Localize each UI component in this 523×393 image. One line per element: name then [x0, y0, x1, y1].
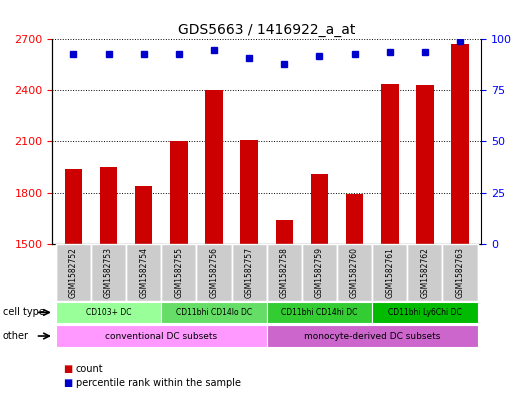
FancyBboxPatch shape [267, 244, 302, 301]
FancyBboxPatch shape [372, 244, 407, 301]
Bar [451, 44, 469, 244]
Text: cell type: cell type [3, 307, 44, 318]
Bar [205, 90, 223, 244]
Text: GSM1582761: GSM1582761 [385, 247, 394, 298]
Text: other: other [3, 331, 29, 341]
Text: GSM1582757: GSM1582757 [245, 247, 254, 298]
Text: CD11bhi CD14hi DC: CD11bhi CD14hi DC [281, 308, 358, 317]
Bar [416, 85, 434, 244]
Bar [65, 169, 82, 244]
Text: CD11bhi CD14lo DC: CD11bhi CD14lo DC [176, 308, 252, 317]
FancyBboxPatch shape [126, 244, 161, 301]
Text: GSM1582756: GSM1582756 [210, 247, 219, 298]
Title: GDS5663 / 1416922_a_at: GDS5663 / 1416922_a_at [178, 23, 356, 37]
FancyBboxPatch shape [267, 325, 477, 347]
Text: ■: ■ [63, 378, 72, 388]
Text: GSM1582762: GSM1582762 [420, 247, 429, 298]
FancyBboxPatch shape [232, 244, 267, 301]
Text: GSM1582758: GSM1582758 [280, 247, 289, 298]
Bar [346, 194, 363, 244]
Text: conventional DC subsets: conventional DC subsets [105, 332, 218, 340]
Text: GSM1582763: GSM1582763 [456, 247, 464, 298]
Text: CD11bhi Ly6Chi DC: CD11bhi Ly6Chi DC [388, 308, 462, 317]
FancyBboxPatch shape [372, 302, 477, 323]
FancyBboxPatch shape [161, 302, 267, 323]
Bar [100, 167, 117, 244]
Text: GSM1582754: GSM1582754 [139, 247, 148, 298]
Text: ■: ■ [63, 364, 72, 375]
FancyBboxPatch shape [56, 244, 91, 301]
Bar [276, 220, 293, 244]
Text: GSM1582760: GSM1582760 [350, 247, 359, 298]
Text: GSM1582759: GSM1582759 [315, 247, 324, 298]
FancyBboxPatch shape [56, 325, 267, 347]
FancyBboxPatch shape [267, 302, 372, 323]
Bar [381, 84, 399, 244]
FancyBboxPatch shape [407, 244, 442, 301]
Text: percentile rank within the sample: percentile rank within the sample [76, 378, 241, 388]
FancyBboxPatch shape [56, 302, 161, 323]
FancyBboxPatch shape [302, 244, 337, 301]
Text: GSM1582752: GSM1582752 [69, 247, 78, 298]
Text: count: count [76, 364, 104, 375]
Bar [241, 140, 258, 244]
FancyBboxPatch shape [442, 244, 477, 301]
FancyBboxPatch shape [337, 244, 372, 301]
Text: CD103+ DC: CD103+ DC [86, 308, 131, 317]
Text: GSM1582755: GSM1582755 [174, 247, 184, 298]
Text: monocyte-derived DC subsets: monocyte-derived DC subsets [304, 332, 440, 340]
Bar [311, 174, 328, 244]
FancyBboxPatch shape [197, 244, 232, 301]
Bar [170, 141, 188, 244]
Text: GSM1582753: GSM1582753 [104, 247, 113, 298]
FancyBboxPatch shape [91, 244, 126, 301]
FancyBboxPatch shape [161, 244, 197, 301]
Bar [135, 186, 153, 244]
